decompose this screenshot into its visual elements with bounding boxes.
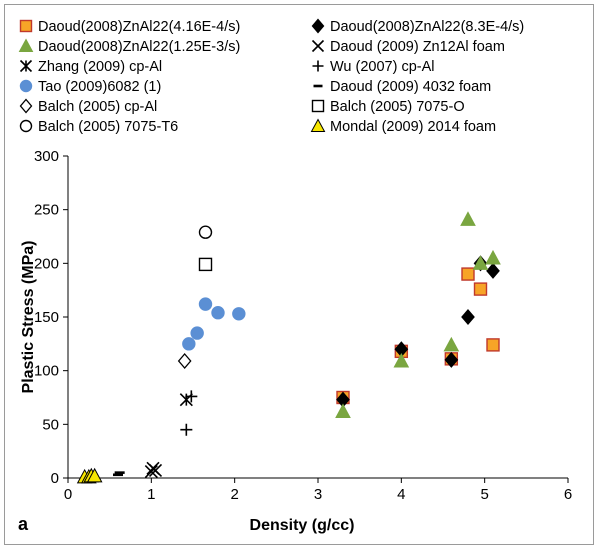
legend-item: Zhang (2009) cp-Al [19, 59, 162, 75]
legend-item: Daoud(2008)ZnAl22(8.3E-4/s) [311, 18, 524, 35]
legend-item: Daoud(2008)ZnAl22(1.25E-3/s) [18, 38, 240, 55]
y-axis-label: Plastic Stress (MPa) [20, 241, 37, 394]
data-points [76, 211, 501, 484]
legend-item: Daoud (2009) 4032 foam [313, 79, 491, 95]
legend-label: Daoud (2009) 4032 foam [330, 79, 491, 95]
legend-label: Balch (2005) 7075-T6 [38, 119, 178, 135]
legend-label: Wu (2007) cp-Al [330, 59, 435, 75]
series-points [180, 390, 198, 436]
y-tick-label: 0 [51, 470, 59, 487]
legend-marker [19, 59, 33, 73]
data-point [182, 337, 196, 351]
y-axis-ticks: 0 50 100 150 200 250 300 [34, 148, 68, 487]
series-points [198, 225, 213, 239]
legend-marker [311, 99, 325, 113]
legend-marker [19, 98, 33, 114]
series-points [335, 211, 501, 418]
legend-marker [312, 60, 324, 72]
data-point [485, 249, 501, 265]
y-tick-label: 150 [34, 309, 59, 326]
panel-letter: a [18, 514, 29, 534]
chart-axes [67, 156, 568, 479]
data-point [86, 467, 103, 483]
legend-marker [19, 19, 33, 33]
legend-label: Daoud(2008)ZnAl22(8.3E-4/s) [330, 19, 524, 35]
data-point [198, 297, 213, 311]
legend-label: Daoud(2008)ZnAl22(4.16E-4/s) [38, 19, 240, 35]
data-point [211, 306, 225, 320]
data-point [198, 225, 213, 239]
data-point [393, 352, 410, 368]
legend-marker [19, 119, 33, 133]
x-axis-ticks: 0 1 2 3 4 5 6 [64, 478, 572, 503]
legend-label: Zhang (2009) cp-Al [38, 59, 162, 75]
series-points [144, 461, 163, 479]
series-points [336, 267, 500, 405]
data-point [461, 309, 475, 325]
series-points [198, 257, 213, 272]
data-point [148, 463, 163, 478]
data-point [335, 403, 351, 418]
legend-item: Daoud(2008)ZnAl22(4.16E-4/s) [19, 19, 240, 35]
data-point [444, 351, 459, 368]
legend-item: Tao (2009)6082 (1) [19, 79, 161, 95]
data-point [461, 267, 475, 281]
x-tick-label: 4 [397, 486, 405, 503]
legend-item: Wu (2007) cp-Al [312, 59, 435, 75]
data-point [486, 338, 500, 352]
y-tick-label: 200 [34, 255, 59, 272]
data-point [180, 423, 193, 436]
y-tick-label: 50 [42, 416, 59, 433]
x-tick-label: 3 [314, 486, 322, 503]
x-tick-label: 0 [64, 486, 72, 503]
x-tick-label: 5 [480, 486, 488, 503]
data-point [144, 464, 158, 479]
legend-marker [310, 118, 326, 132]
y-tick-label: 300 [34, 148, 59, 165]
data-point [443, 336, 460, 352]
data-point [472, 255, 489, 270]
data-point [190, 326, 204, 340]
legend-marker [18, 38, 34, 52]
series-points [177, 353, 192, 370]
data-point [460, 211, 476, 226]
data-point [486, 262, 500, 279]
data-point [232, 307, 246, 321]
legend-marker [311, 18, 325, 34]
legend-label: Balch (2005) cp-Al [38, 99, 157, 115]
series-points [76, 467, 103, 484]
y-tick-label: 100 [34, 363, 59, 380]
data-point [473, 282, 488, 296]
y-tick-label: 250 [34, 202, 59, 219]
legend-label: Balch (2005) 7075-O [330, 99, 465, 115]
legend-item: Daoud (2009) Zn12Al foam [311, 39, 505, 55]
x-tick-label: 1 [147, 486, 155, 503]
legend-marker [19, 79, 33, 93]
legend-label: Daoud (2009) Zn12Al foam [330, 39, 505, 55]
data-point [185, 390, 198, 403]
x-axis-label: Density (g/cc) [250, 517, 355, 534]
legend-item: Balch (2005) 7075-T6 [19, 119, 178, 135]
legend-item: Balch (2005) 7075-O [311, 99, 465, 115]
legend-item: Mondal (2009) 2014 foam [310, 118, 496, 135]
series-points [182, 297, 246, 351]
legend-marker [311, 39, 325, 53]
chart-legend: Daoud(2008)ZnAl22(4.16E-4/s) Daoud(2008)Z… [18, 18, 524, 135]
data-point [198, 257, 213, 272]
series-points [336, 255, 500, 408]
x-tick-label: 2 [230, 486, 238, 503]
data-point [177, 353, 192, 370]
legend-label: Mondal (2009) 2014 foam [330, 119, 496, 135]
legend-label: Daoud(2008)ZnAl22(1.25E-3/s) [38, 39, 240, 55]
x-tick-label: 6 [564, 486, 572, 503]
legend-item: Balch (2005) cp-Al [19, 98, 157, 115]
legend-label: Tao (2009)6082 (1) [38, 79, 161, 95]
series-points [113, 471, 125, 477]
